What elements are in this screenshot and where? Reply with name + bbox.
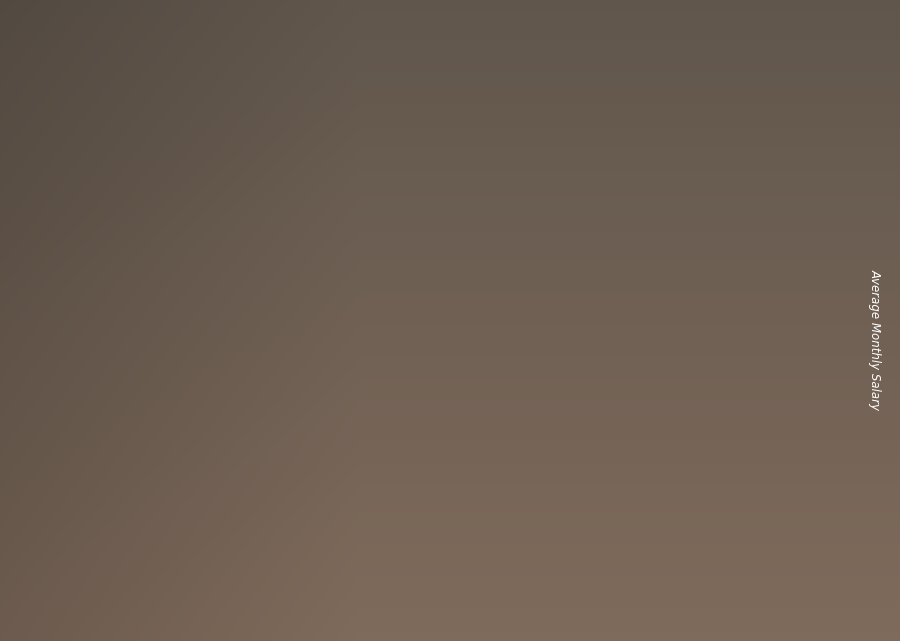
Text: salary: salary <box>382 615 444 633</box>
Text: +8%: +8% <box>641 163 694 183</box>
Circle shape <box>716 73 746 97</box>
Bar <box>341 321 409 558</box>
Bar <box>80 438 148 440</box>
Bar <box>601 243 669 558</box>
Bar <box>211 398 278 558</box>
Bar <box>471 269 539 274</box>
Bar <box>471 269 476 558</box>
Bar <box>341 321 346 558</box>
Text: explorer.com: explorer.com <box>444 615 561 633</box>
Bar <box>732 218 737 558</box>
Bar <box>80 438 148 558</box>
Bar <box>601 243 669 249</box>
Circle shape <box>754 81 764 89</box>
Circle shape <box>702 51 713 59</box>
Bar <box>732 218 799 558</box>
Text: 174,000 PHP: 174,000 PHP <box>716 229 805 244</box>
Polygon shape <box>698 45 772 125</box>
Text: +9%: +9% <box>511 180 564 200</box>
Bar <box>601 243 607 558</box>
Bar <box>698 45 846 85</box>
Text: +34%: +34% <box>112 335 180 355</box>
Bar <box>341 321 409 326</box>
Bar <box>698 85 846 125</box>
Text: +22%: +22% <box>374 194 441 214</box>
Text: Radiation Therapist: Radiation Therapist <box>44 125 302 151</box>
Text: Salary Comparison By Experience: Salary Comparison By Experience <box>44 84 832 126</box>
Text: 61,300 PHP: 61,300 PHP <box>65 449 145 463</box>
Text: 121,000 PHP: 121,000 PHP <box>325 333 414 347</box>
Circle shape <box>702 111 713 119</box>
Bar <box>732 218 799 224</box>
Text: 81,800 PHP: 81,800 PHP <box>195 410 274 424</box>
Text: Average Monthly Salary: Average Monthly Salary <box>868 269 881 410</box>
Bar <box>80 438 86 558</box>
Text: +48%: +48% <box>243 247 310 267</box>
Bar <box>211 398 278 401</box>
Text: 148,000 PHP: 148,000 PHP <box>455 280 544 294</box>
Bar <box>211 398 216 558</box>
Text: 161,000 PHP: 161,000 PHP <box>586 255 674 269</box>
Bar <box>471 269 539 558</box>
